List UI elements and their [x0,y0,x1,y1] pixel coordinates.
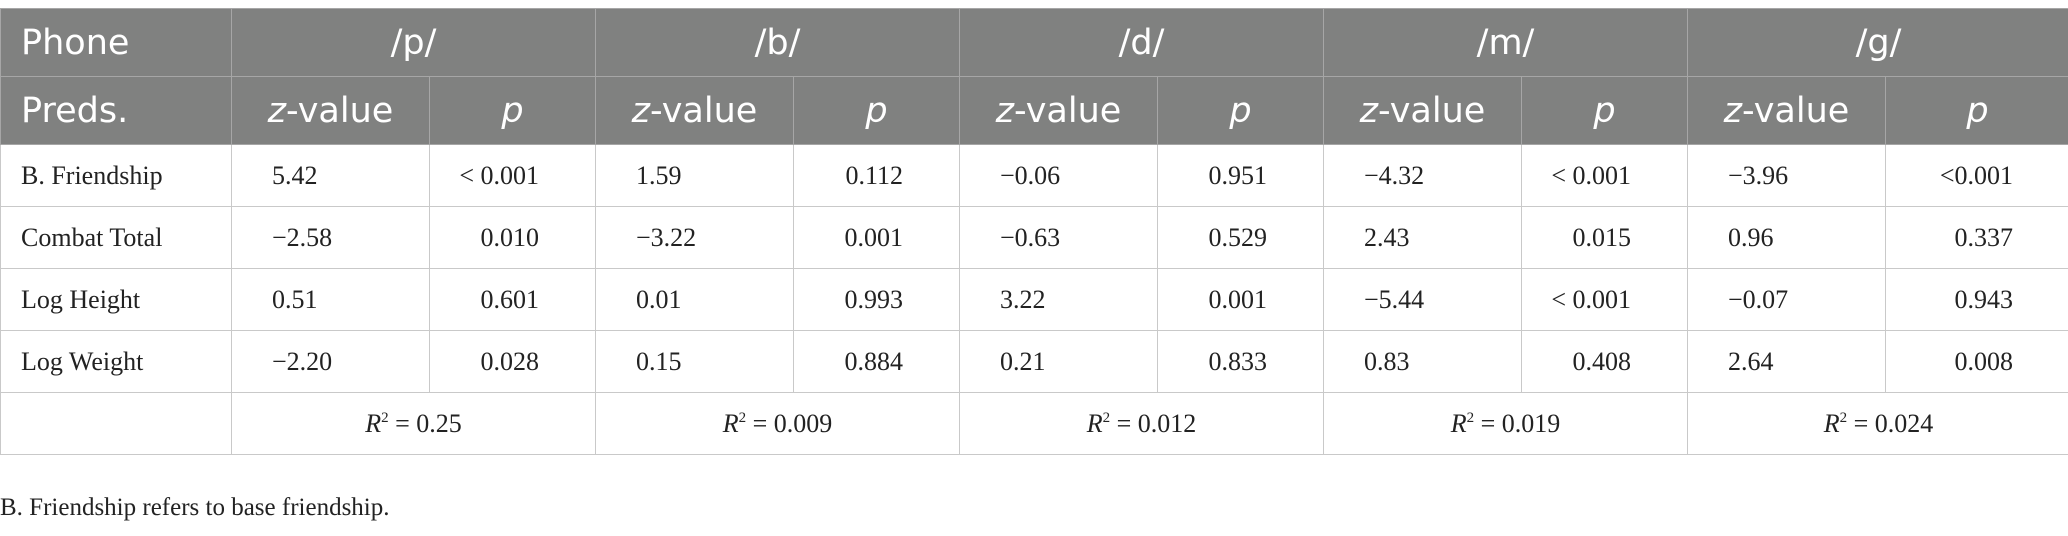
z-value-cell: 0.21 [959,330,1158,393]
z-value-cell: 5.42 [231,144,430,207]
header-row-preds: Preds. z-value p z-value p z-value p z-v… [0,76,2068,145]
header-p: p [793,76,960,145]
z-value-cell: −2.20 [231,330,430,393]
table-row: B. Friendship 5.42 < 0.001 1.59 0.112 −0… [0,144,2068,207]
z-value-cell: 0.01 [595,268,794,331]
z-value-cell: −3.96 [1687,144,1886,207]
p-value-cell: 0.337 [1885,206,2068,269]
r-squared-row: R2 = 0.25 R2 = 0.009 R2 = 0.012 R2 = 0.0… [0,392,2068,455]
row-label: B. Friendship [0,144,232,207]
table-footnote: B. Friendship refers to base friendship. [0,494,390,521]
table-row: Combat Total −2.58 0.010 −3.22 0.001 −0.… [0,206,2068,269]
z-value-cell: 0.96 [1687,206,1886,269]
row-label: Log Height [0,268,232,331]
header-p: p [1157,76,1324,145]
z-value-cell: −0.06 [959,144,1158,207]
p-value-cell: < 0.001 [429,144,596,207]
z-value-cell: −4.32 [1323,144,1522,207]
header-p: p [1521,76,1688,145]
p-value-cell: 0.601 [429,268,596,331]
p-value-cell: 0.008 [1885,330,2068,393]
p-value-cell: 0.884 [793,330,960,393]
header-z-value: z-value [959,76,1158,145]
header-z-value: z-value [1687,76,1886,145]
z-value-cell: −0.07 [1687,268,1886,331]
z-value-cell: 1.59 [595,144,794,207]
p-value-cell: 0.112 [793,144,960,207]
header-z-value: z-value [1323,76,1522,145]
header-phone-p: /p/ [231,8,596,77]
z-value-cell: 3.22 [959,268,1158,331]
p-value-cell: 0.833 [1157,330,1324,393]
p-value-cell: 0.408 [1521,330,1688,393]
results-table-container: Phone /p/ /b/ /d/ /m/ /g/ Preds. z-value… [0,8,2068,455]
header-phone-b: /b/ [595,8,960,77]
p-value-cell: 0.943 [1885,268,2068,331]
z-value-cell: 0.15 [595,330,794,393]
header-phone: Phone [0,8,232,77]
z-value-cell: 2.43 [1323,206,1522,269]
header-row-phones: Phone /p/ /b/ /d/ /m/ /g/ [0,8,2068,77]
header-z-value: z-value [231,76,430,145]
p-value-cell: 0.028 [429,330,596,393]
z-value-cell: 2.64 [1687,330,1886,393]
r-squared-p: R2 = 0.25 [231,392,596,455]
p-value-cell: 0.001 [793,206,960,269]
p-value-cell: 0.015 [1521,206,1688,269]
table-row: Log Weight −2.20 0.028 0.15 0.884 0.21 0… [0,330,2068,393]
p-value-cell: < 0.001 [1521,144,1688,207]
r-squared-d: R2 = 0.012 [959,392,1324,455]
z-value-cell: −0.63 [959,206,1158,269]
z-value-cell: −3.22 [595,206,794,269]
z-value-cell: 0.83 [1323,330,1522,393]
header-p: p [1885,76,2068,145]
p-value-cell: 0.993 [793,268,960,331]
z-value-cell: 0.51 [231,268,430,331]
table-row: Log Height 0.51 0.601 0.01 0.993 3.22 0.… [0,268,2068,331]
z-value-cell: −2.58 [231,206,430,269]
p-value-cell: < 0.001 [1521,268,1688,331]
p-value-cell: 0.001 [1157,268,1324,331]
header-preds: Preds. [0,76,232,145]
row-label: Combat Total [0,206,232,269]
results-table: Phone /p/ /b/ /d/ /m/ /g/ Preds. z-value… [0,8,2068,455]
p-value-cell: 0.529 [1157,206,1324,269]
p-value-cell: 0.951 [1157,144,1324,207]
p-value-cell: <0.001 [1885,144,2068,207]
header-phone-g: /g/ [1687,8,2068,77]
header-phone-m: /m/ [1323,8,1688,77]
row-label: Log Weight [0,330,232,393]
header-phone-d: /d/ [959,8,1324,77]
r-squared-b: R2 = 0.009 [595,392,960,455]
r-squared-g: R2 = 0.024 [1687,392,2068,455]
r-squared-label-cell [0,392,232,455]
z-value-cell: −5.44 [1323,268,1522,331]
p-value-cell: 0.010 [429,206,596,269]
r-squared-m: R2 = 0.019 [1323,392,1688,455]
header-p: p [429,76,596,145]
header-z-value: z-value [595,76,794,145]
